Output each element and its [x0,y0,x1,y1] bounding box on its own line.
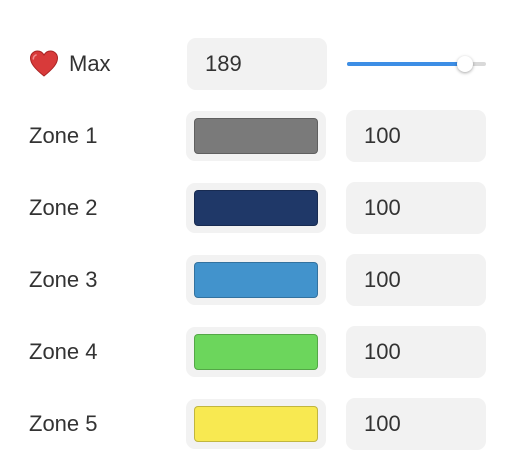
zone-row: Zone 1 100 [0,110,514,162]
zone-value-input[interactable]: 100 [346,182,486,234]
max-row: Max 189 [0,38,514,90]
zone-value-input[interactable]: 100 [346,110,486,162]
zone-label: Zone 1 [29,123,98,148]
zone-value-input[interactable]: 100 [346,326,486,378]
zone-color-swatch [194,334,318,370]
max-label-text: Max [69,51,111,76]
zone-row: Zone 3 100 [0,254,514,306]
zone-label: Zone 3 [29,267,98,292]
max-slider[interactable] [347,38,486,90]
zone-value-input[interactable]: 100 [346,254,486,306]
heart-icon [29,49,59,79]
zone-label: Zone 2 [29,195,98,220]
zone-label: Zone 5 [29,411,98,436]
zone-row: Zone 2 100 [0,182,514,234]
max-slider-thumb[interactable] [457,56,474,72]
zone-row: Zone 5 100 [0,398,514,450]
zone-color-picker[interactable] [186,183,326,233]
zone-color-picker[interactable] [186,327,326,377]
zone-label: Zone 4 [29,339,98,364]
zone-color-picker[interactable] [186,255,326,305]
max-label: Max [29,49,111,79]
zone-color-swatch [194,262,318,298]
max-value-input[interactable]: 189 [187,38,327,90]
zone-value-input[interactable]: 100 [346,398,486,450]
zone-row: Zone 4 100 [0,326,514,378]
zone-color-swatch [194,190,318,226]
zone-color-swatch [194,118,318,154]
zone-color-picker[interactable] [186,399,326,449]
zone-color-swatch [194,406,318,442]
zone-color-picker[interactable] [186,111,326,161]
max-slider-fill [347,62,466,66]
